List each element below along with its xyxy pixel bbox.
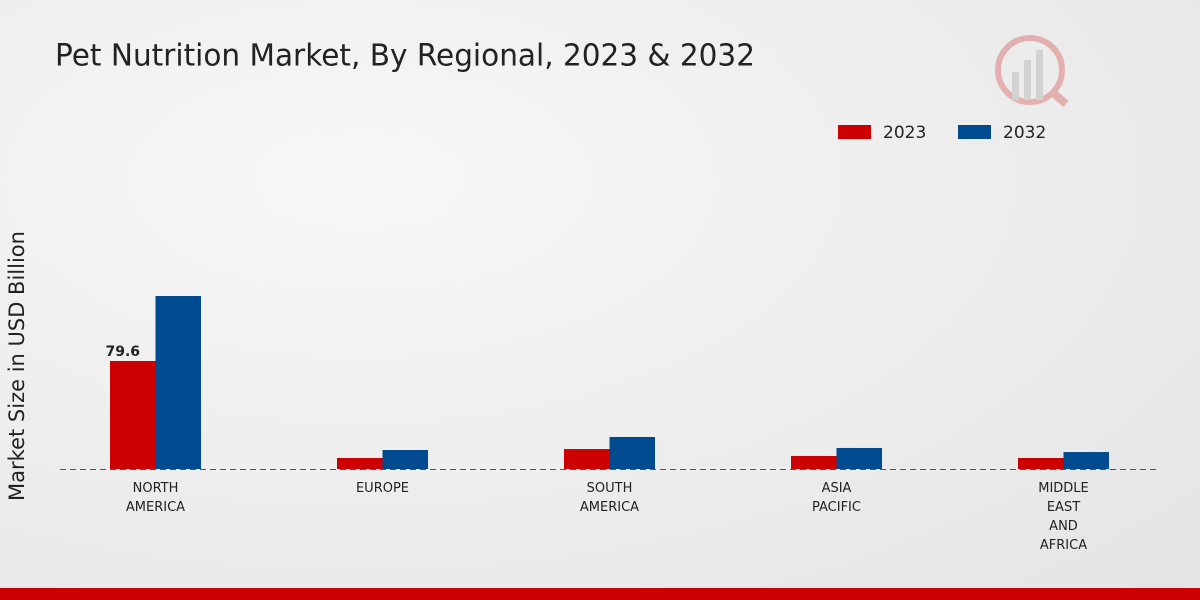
y-axis-label: Market Size in USD Billion xyxy=(5,231,29,501)
x-tick-label: NORTH AMERICA xyxy=(126,481,185,515)
watermark-logo xyxy=(995,35,1069,108)
bar xyxy=(337,458,383,469)
bar xyxy=(1063,452,1109,469)
bar xyxy=(155,296,201,469)
data-label: 79.6 xyxy=(105,344,140,360)
x-tick-label: SOUTH AMERICA xyxy=(580,481,639,515)
bar xyxy=(382,450,428,469)
footer-bar xyxy=(0,588,1200,600)
bar xyxy=(791,455,837,469)
legend-swatch xyxy=(838,125,871,139)
bar xyxy=(564,449,610,469)
x-tick-label: MIDDLE EAST AND AFRICA xyxy=(1038,481,1089,553)
bar xyxy=(1018,458,1064,469)
chart-title: Pet Nutrition Market, By Regional, 2023 … xyxy=(55,39,755,74)
bar xyxy=(110,360,156,469)
legend-label: 2032 xyxy=(1003,123,1046,143)
legend-label: 2023 xyxy=(883,123,926,143)
legend-swatch xyxy=(958,125,991,139)
x-tick-label: EUROPE xyxy=(356,481,409,496)
bar xyxy=(609,436,655,469)
x-tick-label: ASIA PACIFIC xyxy=(812,481,861,515)
bar xyxy=(836,447,882,469)
